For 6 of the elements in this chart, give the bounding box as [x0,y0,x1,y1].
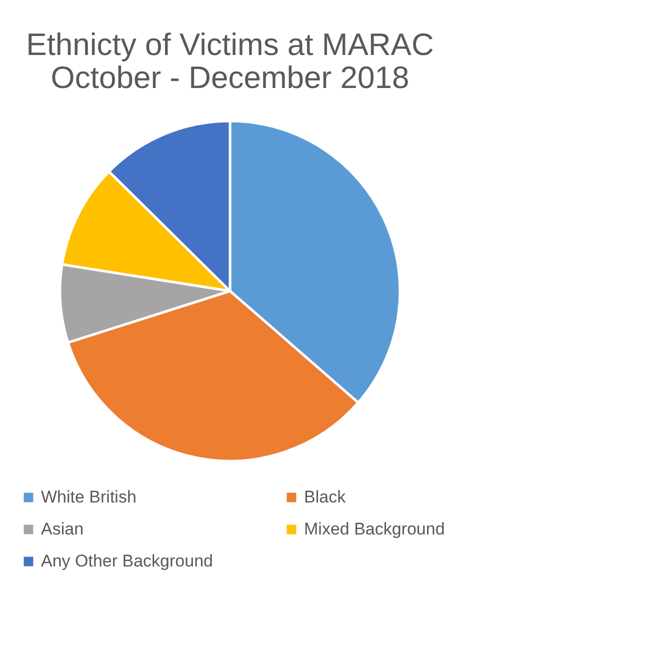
legend-label: Mixed Background [304,520,445,538]
legend-label: Asian [41,520,84,538]
legend-label: Any Other Background [41,552,213,570]
chart-title: Ethnicty of Victims at MARAC October - December 2018 [26,27,434,95]
legend-label: Black [304,488,346,507]
legend-label: White British [41,488,136,507]
